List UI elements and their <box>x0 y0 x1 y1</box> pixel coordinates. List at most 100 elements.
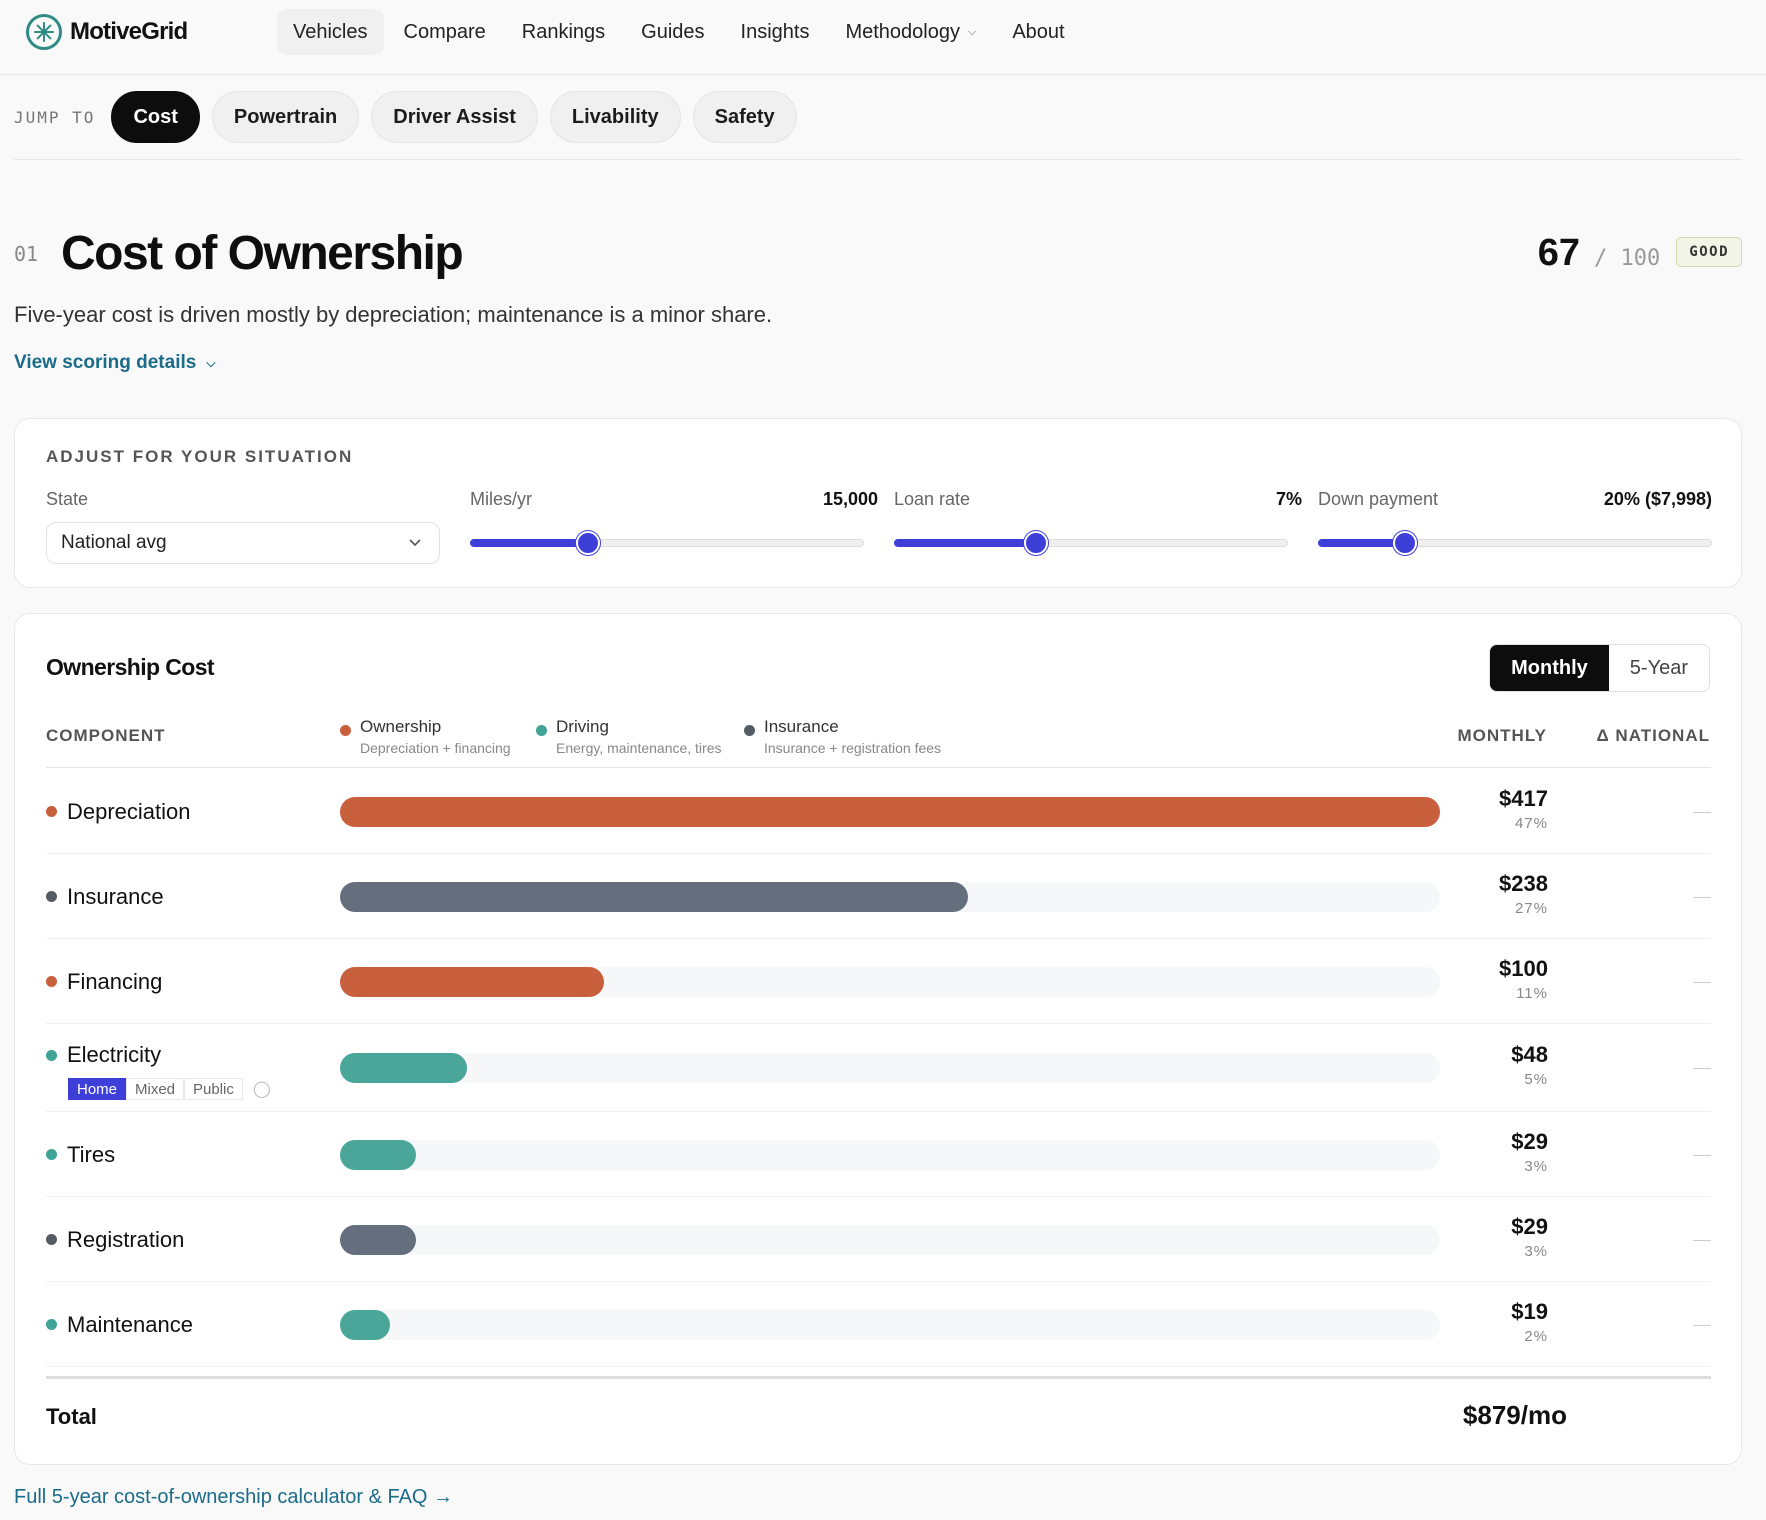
nav-links: Vehicles Compare Rankings Guides Insight… <box>277 9 1085 55</box>
legend-desc: Energy, maintenance, tires <box>556 740 722 756</box>
calculator-faq-link[interactable]: Full 5-year cost-of-ownership calculator… <box>14 1486 454 1508</box>
legend-name: Insurance <box>764 717 839 736</box>
nav-compare[interactable]: Compare <box>388 9 502 55</box>
row-percent: 3% <box>1524 1157 1548 1175</box>
national-delta-dash <box>1693 1239 1711 1241</box>
cost-row-insurance: Insurance $238 27% <box>46 854 1711 939</box>
nav-compare-label: Compare <box>403 20 486 43</box>
jump-pill-livability[interactable]: Livability <box>549 91 681 143</box>
cost-row-tires: Tires $29 3% <box>46 1112 1711 1197</box>
down-payment-value: 20% ($7,998) <box>1603 489 1712 509</box>
jump-to-label: JUMP TO <box>14 107 96 127</box>
row-label: Electricity <box>46 1042 161 1068</box>
nav-methodology[interactable]: Methodology ⌵ <box>829 9 992 55</box>
total-rule <box>46 1376 1711 1379</box>
view-scoring-details-link[interactable]: View scoring details ⌵ <box>14 352 215 374</box>
row-label: Depreciation <box>46 799 191 825</box>
state-label: State <box>46 489 89 509</box>
row-percent: 5% <box>1524 1071 1548 1088</box>
nav-vehicles[interactable]: Vehicles <box>277 9 384 55</box>
row-label-text: Electricity <box>67 1042 162 1067</box>
jump-pill-label: Cost <box>133 105 178 128</box>
chevron-down-icon: ⌵ <box>968 25 977 38</box>
row-label-text: Insurance <box>67 883 164 909</box>
row-amount: $417 <box>1499 785 1548 811</box>
legend-name: Driving <box>556 717 609 736</box>
slider-thumb[interactable] <box>1023 531 1048 555</box>
cost-bar <box>340 1139 417 1170</box>
miles-slider[interactable] <box>470 531 864 555</box>
jump-pill-powertrain[interactable]: Powertrain <box>211 91 360 143</box>
row-dot <box>46 1049 57 1061</box>
state-select[interactable]: National avg <box>46 522 440 564</box>
row-label: Registration <box>46 1227 184 1253</box>
jump-pill-label: Powertrain <box>233 105 338 128</box>
cost-row-registration: Registration $29 3% <box>46 1197 1711 1282</box>
period-toggle: Monthly 5-Year <box>1489 644 1710 692</box>
nav-about[interactable]: About <box>996 9 1080 55</box>
cost-bar <box>340 966 604 997</box>
charging-option-mixed[interactable]: Mixed <box>126 1078 185 1100</box>
row-dot <box>46 806 57 817</box>
legend-desc: Insurance + registration fees <box>764 740 942 756</box>
row-label-text: Financing <box>67 968 163 994</box>
jump-pill-safety[interactable]: Safety <box>692 91 797 143</box>
row-amount: $29 <box>1511 1213 1548 1239</box>
toggle-monthly[interactable]: Monthly <box>1490 645 1609 691</box>
legend-name: Ownership <box>360 717 442 736</box>
row-dot <box>46 976 57 987</box>
brand[interactable]: MotiveGrid <box>26 14 188 50</box>
lightbulb-icon[interactable]: ◯ <box>252 1081 271 1098</box>
score-badge: GOOD <box>1676 236 1742 267</box>
bar-track <box>340 796 1440 827</box>
charging-option-public[interactable]: Public <box>184 1078 243 1100</box>
score-value: 67 <box>1537 232 1581 274</box>
section-subtitle: Five-year cost is driven mostly by depre… <box>14 302 773 327</box>
charging-option-home[interactable]: Home <box>68 1078 127 1100</box>
bar-track <box>340 966 1440 997</box>
legend-dot <box>536 725 547 736</box>
national-delta-dash <box>1693 811 1711 813</box>
bar-track <box>340 1309 1440 1340</box>
slider-thumb[interactable] <box>1392 531 1417 555</box>
nav-rankings[interactable]: Rankings <box>506 9 621 55</box>
nav-insights-label: Insights <box>740 20 810 43</box>
legend-dot <box>340 725 351 736</box>
ownership-cost-title: Ownership Cost <box>46 654 215 680</box>
row-dot <box>46 1319 57 1330</box>
slider-fill <box>1318 539 1405 547</box>
nav-guides-label: Guides <box>641 20 705 43</box>
score-max: / 100 <box>1594 246 1661 271</box>
cost-row-electricity: Electricity Home Mixed Public ◯ $48 5% <box>46 1024 1711 1112</box>
nav-insights[interactable]: Insights <box>725 9 826 55</box>
bar-track <box>340 1053 1440 1083</box>
adjust-card: ADJUST FOR YOUR SITUATION State National… <box>14 418 1742 588</box>
miles-value: 15,000 <box>822 489 878 509</box>
details-link-label: View scoring details <box>14 352 197 373</box>
jump-pill-cost[interactable]: Cost <box>111 91 200 143</box>
slider-thumb[interactable] <box>576 531 601 555</box>
row-dot <box>46 891 57 902</box>
national-delta-dash <box>1693 1324 1711 1326</box>
adjust-title: ADJUST FOR YOUR SITUATION <box>46 447 354 466</box>
down-payment-slider[interactable] <box>1318 531 1712 555</box>
row-label: Insurance <box>46 884 164 910</box>
nav-about-label: About <box>1012 20 1065 43</box>
row-label-text: Tires <box>67 1141 116 1167</box>
national-delta-dash <box>1693 1154 1711 1156</box>
loan-rate-slider[interactable] <box>894 531 1288 555</box>
row-dot <box>46 1149 57 1160</box>
jump-pill-driver-assist[interactable]: Driver Assist <box>371 91 538 143</box>
state-select-value: National avg <box>61 532 167 553</box>
toggle-5-year[interactable]: 5-Year <box>1629 656 1688 679</box>
national-delta-header: Δ NATIONAL <box>1596 726 1710 745</box>
section-title: Cost of Ownership <box>61 227 464 280</box>
bar-track <box>340 1224 1440 1255</box>
divider <box>14 159 1742 160</box>
down-payment-label: Down payment <box>1318 489 1439 509</box>
row-label-text: Registration <box>67 1226 185 1252</box>
nav-guides[interactable]: Guides <box>625 9 720 55</box>
jump-pill-label: Safety <box>714 105 775 128</box>
national-delta-dash <box>1693 1068 1711 1069</box>
national-delta-dash <box>1693 896 1711 898</box>
